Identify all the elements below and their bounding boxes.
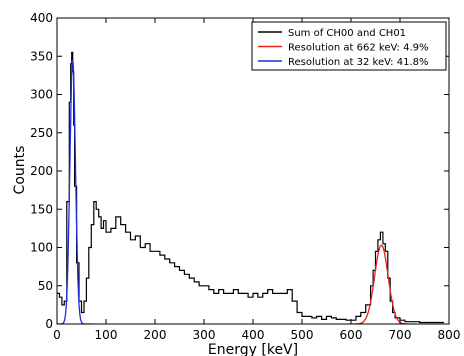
legend-entry: Resolution at 32 keV: 41.8% [288,57,429,68]
y-tick-label: 50 [38,279,53,293]
y-tick-label: 300 [30,88,53,102]
y-axis-label: Counts [12,146,28,195]
y-tick-label: 350 [30,49,53,63]
legend-entry: Sum of CH00 and CH01 [288,28,406,39]
y-tick-label: 150 [30,202,53,216]
y-tick-label: 400 [30,11,53,25]
x-tick-label: 800 [438,328,461,342]
x-tick-label: 300 [193,328,216,342]
y-tick-label: 200 [30,164,53,178]
x-tick-label: 400 [242,328,265,342]
x-axis-label: Energy [keV] [208,342,298,356]
x-tick-label: 500 [291,328,314,342]
x-tick-label: 0 [53,328,61,342]
legend-entry: Resolution at 662 keV: 4.9% [288,43,429,54]
y-tick-label: 250 [30,126,53,140]
series-line-0 [57,51,445,324]
legend: Sum of CH00 and CH01 Resolution at 662 ke… [251,21,447,71]
x-tick-label: 600 [340,328,363,342]
x-axis: 0 100 200 300 400 500 600 700 800 [53,18,460,342]
x-tick-label: 100 [95,328,118,342]
y-tick-label: 0 [45,317,53,331]
y-tick-label: 100 [30,241,53,255]
series-line-2 [57,58,94,324]
legend-box [251,21,447,71]
x-tick-label: 200 [144,328,167,342]
x-tick-label: 700 [389,328,412,342]
y-axis: 0 50 100 150 200 250 300 350 400 [30,11,449,331]
